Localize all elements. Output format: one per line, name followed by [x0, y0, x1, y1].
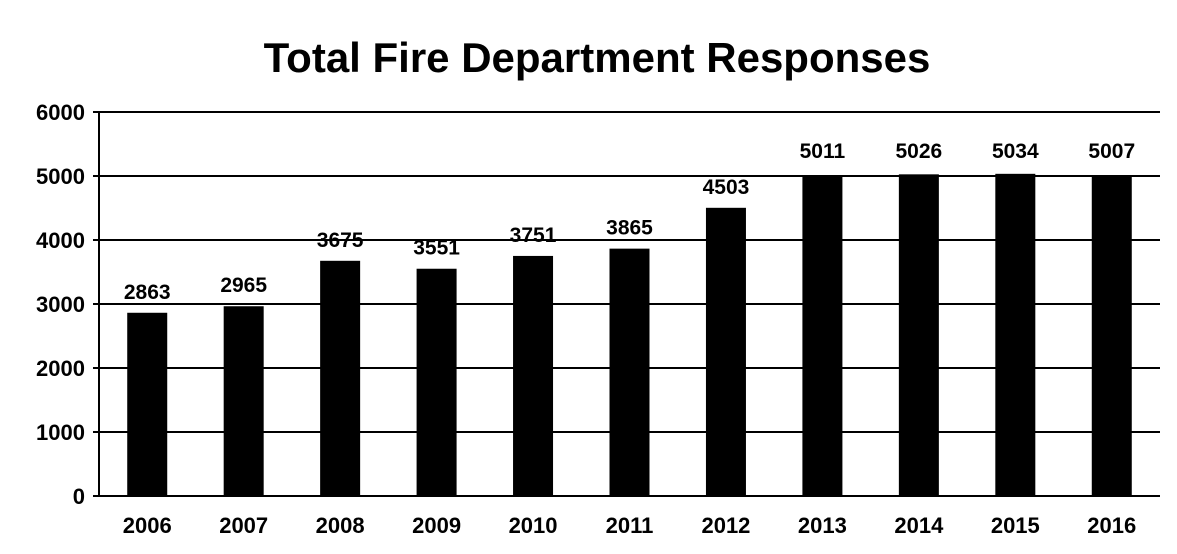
bar-2009 [416, 268, 457, 496]
bar-2007 [223, 306, 264, 496]
bar-2008 [320, 260, 361, 496]
y-tick-label: 5000 [36, 164, 85, 189]
data-label: 4503 [703, 176, 750, 199]
x-tick-label: 2015 [991, 513, 1040, 538]
x-tick-label: 2016 [1087, 513, 1136, 538]
data-label: 3865 [606, 217, 653, 240]
x-tick-label: 2006 [123, 513, 172, 538]
bar-2011 [609, 248, 650, 496]
bars [127, 173, 1132, 497]
y-tick-label: 1000 [36, 420, 85, 445]
y-tick-label: 3000 [36, 292, 85, 317]
x-tick-label: 2014 [894, 513, 944, 538]
y-tick-label: 6000 [36, 100, 85, 125]
y-tick-label: 2000 [36, 356, 85, 381]
x-tick-label: 2010 [509, 513, 558, 538]
x-tick-label: 2007 [219, 513, 268, 538]
data-label: 3751 [510, 224, 557, 247]
bar-2012 [705, 207, 746, 497]
bar-2015 [995, 173, 1036, 496]
y-tick-label: 4000 [36, 228, 85, 253]
data-label: 3675 [317, 229, 364, 252]
data-label: 5034 [992, 140, 1039, 163]
data-label: 5026 [896, 140, 943, 163]
data-label: 2863 [124, 281, 171, 304]
data-labels: 2863 2965 3675 3551 3751 3865 4503 5011 5026 5034… [124, 140, 1135, 304]
x-tick-label: 2009 [412, 513, 461, 538]
x-tick-label: 2012 [701, 513, 750, 538]
x-tick-label: 2013 [798, 513, 847, 538]
y-axis-tick-labels: 0 1000 2000 3000 4000 5000 6000 [36, 100, 85, 509]
bar-2013 [802, 175, 843, 496]
data-label: 5011 [800, 140, 846, 163]
y-tick-label: 0 [73, 484, 85, 509]
x-tick-label: 2011 [606, 513, 654, 538]
chart-title: Total Fire Department Responses [264, 34, 931, 81]
bar-2006 [127, 312, 168, 496]
data-label: 3551 [413, 237, 460, 260]
bar-2016 [1091, 175, 1132, 496]
x-tick-label: 2008 [316, 513, 365, 538]
bar-2010 [513, 255, 554, 496]
axes [93, 111, 1160, 497]
data-label: 5007 [1088, 140, 1135, 163]
x-axis-tick-labels: 2006 2007 2008 2009 2010 2011 2012 2013 2014 2015… [123, 513, 1136, 538]
data-label: 2965 [220, 274, 267, 297]
bar-2014 [898, 174, 939, 496]
